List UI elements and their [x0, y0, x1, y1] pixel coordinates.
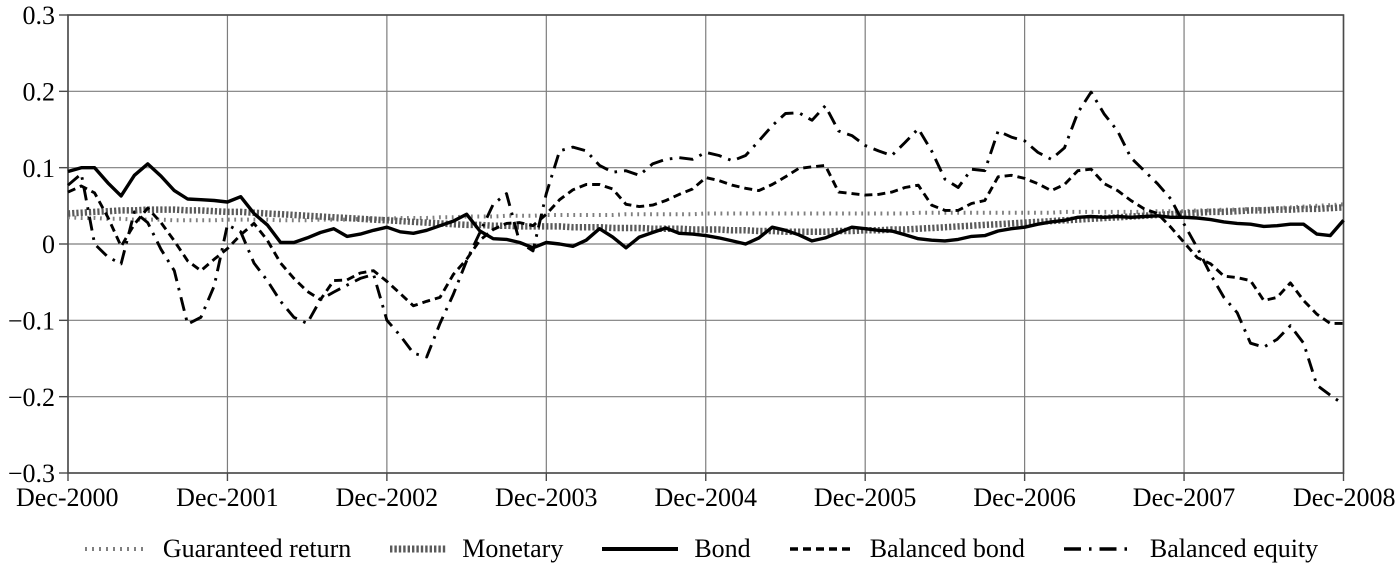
- balanced-bond-line-swatch-icon: [789, 547, 854, 551]
- legend-label-monetary: Monetary: [462, 534, 564, 563]
- x-axis-tick-label: Dec-2001: [176, 483, 279, 512]
- x-axis-tick-label: Dec-2003: [495, 483, 598, 512]
- chart-legend: Guaranteed return Monetary Bond Balanced…: [0, 534, 1400, 564]
- y-axis-tick-label: −0.2: [8, 383, 55, 412]
- y-axis-tick-label: 0: [42, 230, 55, 259]
- legend-item-balanced-bond: Balanced bond: [787, 534, 1025, 564]
- bond-line-swatch-icon: [602, 547, 679, 551]
- legend-label-bond: Bond: [694, 534, 751, 563]
- x-axis-tick-label: Dec-2008: [1293, 483, 1396, 512]
- plot-border: [67, 14, 1345, 474]
- guaranteed-return-line-swatch-icon: [84, 547, 147, 551]
- y-axis-tick-label: −0.1: [8, 306, 55, 335]
- y-axis-tick-label: −0.3: [8, 459, 55, 488]
- balanced-equity-line-swatch-icon: [1063, 547, 1134, 551]
- series-line-bond: [67, 162, 1345, 250]
- x-axis-tick-label: Dec-2004: [654, 483, 757, 512]
- series-line-guaranteed: [67, 202, 1344, 223]
- y-axis-tick-label: 0.1: [23, 154, 56, 183]
- legend-item-monetary: Monetary: [387, 534, 563, 564]
- legend-label-balanced-equity: Balanced equity: [1149, 534, 1319, 563]
- legend-label-balanced-bond: Balanced bond: [869, 534, 1025, 563]
- legend-item-guaranteed-return: Guaranteed return: [82, 534, 351, 564]
- x-axis-tick-label: Dec-2000: [16, 483, 119, 512]
- x-axis-tick-label: Dec-2005: [814, 483, 917, 512]
- series-line-balanced_bond: [67, 163, 1344, 325]
- monetary-line-swatch-icon: [390, 545, 447, 553]
- x-axis-tick-label: Dec-2002: [336, 483, 439, 512]
- x-axis-tick-label: Dec-2006: [973, 483, 1076, 512]
- legend-item-bond: Bond: [599, 534, 751, 564]
- y-axis-tick-label: 0.3: [23, 1, 56, 30]
- x-axis-tick-label: Dec-2007: [1133, 483, 1236, 512]
- legend-item-balanced-equity: Balanced equity: [1061, 534, 1318, 564]
- y-axis-tick-label: 0.2: [23, 77, 56, 106]
- legend-label-guaranteed-return: Guaranteed return: [162, 534, 352, 563]
